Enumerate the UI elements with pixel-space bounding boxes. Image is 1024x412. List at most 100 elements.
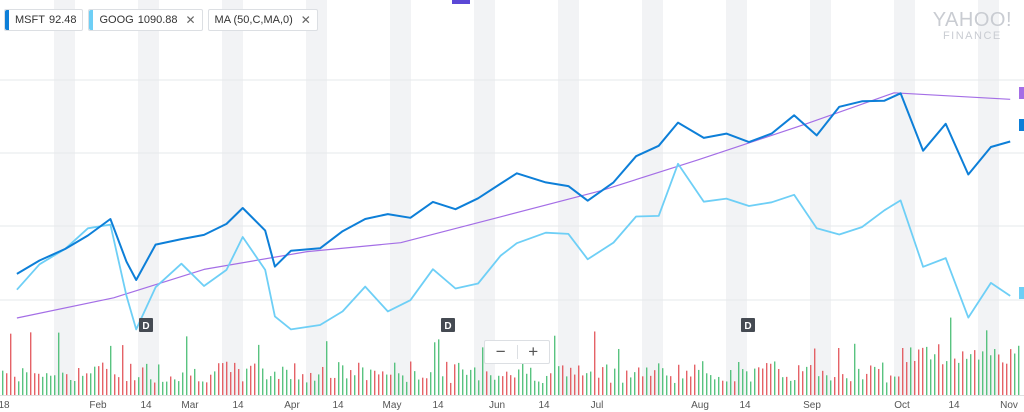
msft-swatch [5, 10, 9, 30]
legend-symbol: GOOG [99, 14, 134, 26]
x-tick-label: 14 [432, 400, 444, 411]
close-icon[interactable]: ✕ [300, 13, 311, 27]
volume-bar [350, 370, 352, 395]
volume-bar [674, 382, 676, 395]
msft-line [16, 92, 1011, 281]
close-icon[interactable]: ✕ [185, 13, 196, 27]
x-tick-label: Feb [89, 400, 107, 411]
volume-bar [402, 375, 404, 395]
volume-bar [650, 375, 652, 395]
volume-bar [150, 379, 152, 395]
volume-bar [310, 372, 312, 395]
volume-bar [66, 374, 68, 395]
dividend-marker[interactable]: D [139, 318, 153, 332]
volume-bar [742, 369, 744, 395]
volume-bar [10, 333, 12, 395]
zoom-control: − + [484, 340, 550, 364]
volume-bar [122, 345, 124, 395]
legend-value: 92.48 [48, 14, 77, 26]
legend: MSFT 92.48 GOOG 1090.88 ✕ MA (50,C,MA,0)… [4, 9, 318, 31]
dividend-marker[interactable]: D [741, 318, 755, 332]
volume-bar [710, 375, 712, 395]
volume-bar [1018, 345, 1020, 395]
volume-bar [530, 367, 532, 395]
dividend-box [139, 318, 153, 332]
dividend-label: D [444, 321, 451, 332]
volume-bar [702, 361, 704, 395]
legend-item-ma[interactable]: MA (50,C,MA,0) ✕ [207, 9, 318, 31]
volume-bar [414, 371, 416, 395]
volume-bar [302, 374, 304, 395]
dividend-marker[interactable]: D [441, 318, 455, 332]
volume-bar [474, 367, 476, 395]
volume-bar [842, 374, 844, 395]
volume-bar [718, 376, 720, 395]
x-tick-label: Nov [1000, 400, 1018, 411]
volume-bar [746, 371, 748, 395]
volume-bar [914, 360, 916, 395]
volume-bar [174, 379, 176, 395]
volume-bar [38, 373, 40, 395]
volume-bar [790, 380, 792, 395]
x-tick-label: 14 [140, 400, 152, 411]
volume-bar [694, 364, 696, 395]
volume-bar [878, 368, 880, 395]
volume-bar [638, 367, 640, 395]
volume-bar [298, 379, 300, 395]
legend-item-msft[interactable]: MSFT 92.48 [4, 9, 84, 31]
shade-band [222, 0, 243, 395]
volume-bar [502, 376, 504, 395]
volume-bar [714, 379, 716, 395]
volume-bar [786, 376, 788, 395]
volume-bar [262, 368, 264, 395]
volume-bar [386, 374, 388, 395]
volume-bar [318, 374, 320, 395]
volume-bar [546, 375, 548, 395]
volume-bar [962, 351, 964, 395]
volume-bar [622, 382, 624, 395]
volume-bar [902, 348, 904, 395]
volume-bar [770, 363, 772, 395]
volume-bar [94, 366, 96, 395]
zoom-in-button[interactable]: + [528, 342, 539, 361]
volume-bars [2, 317, 1020, 395]
volume-bar [314, 380, 316, 395]
series-lines [16, 92, 1011, 331]
volume-bar [586, 373, 588, 395]
volume-bar [942, 364, 944, 395]
volume-bar [834, 377, 836, 395]
volume-bar [102, 362, 104, 395]
ma-edge-marker [1019, 87, 1024, 99]
volume-bar [554, 335, 556, 395]
volume-bar [550, 373, 552, 395]
logo-line-2: FINANCE [942, 30, 1002, 42]
volume-bar [934, 354, 936, 395]
volume-bar [966, 358, 968, 395]
volume-bar [418, 379, 420, 395]
volume-bar [14, 376, 16, 395]
volume-bar [322, 366, 324, 395]
legend-item-goog[interactable]: GOOG 1090.88 ✕ [88, 9, 203, 31]
volume-bar [514, 377, 516, 395]
x-tick-label: 14 [948, 400, 960, 411]
volume-bar [762, 368, 764, 395]
volume-bar [374, 370, 376, 395]
volume-bar [862, 379, 864, 395]
volume-bar [798, 365, 800, 395]
volume-bar [926, 346, 928, 395]
volume-bar [78, 368, 80, 395]
volume-bar [34, 373, 36, 395]
zoom-out-button[interactable]: − [495, 342, 506, 361]
shade-band [978, 0, 999, 395]
volume-bar [342, 365, 344, 395]
volume-bar [6, 373, 8, 395]
volume-bar [566, 376, 568, 395]
goog-swatch [89, 10, 94, 30]
dividend-box [741, 318, 755, 332]
volume-bar [50, 375, 52, 395]
dividend-label: D [744, 321, 751, 332]
volume-bar [98, 366, 100, 395]
volume-bar [330, 377, 332, 395]
